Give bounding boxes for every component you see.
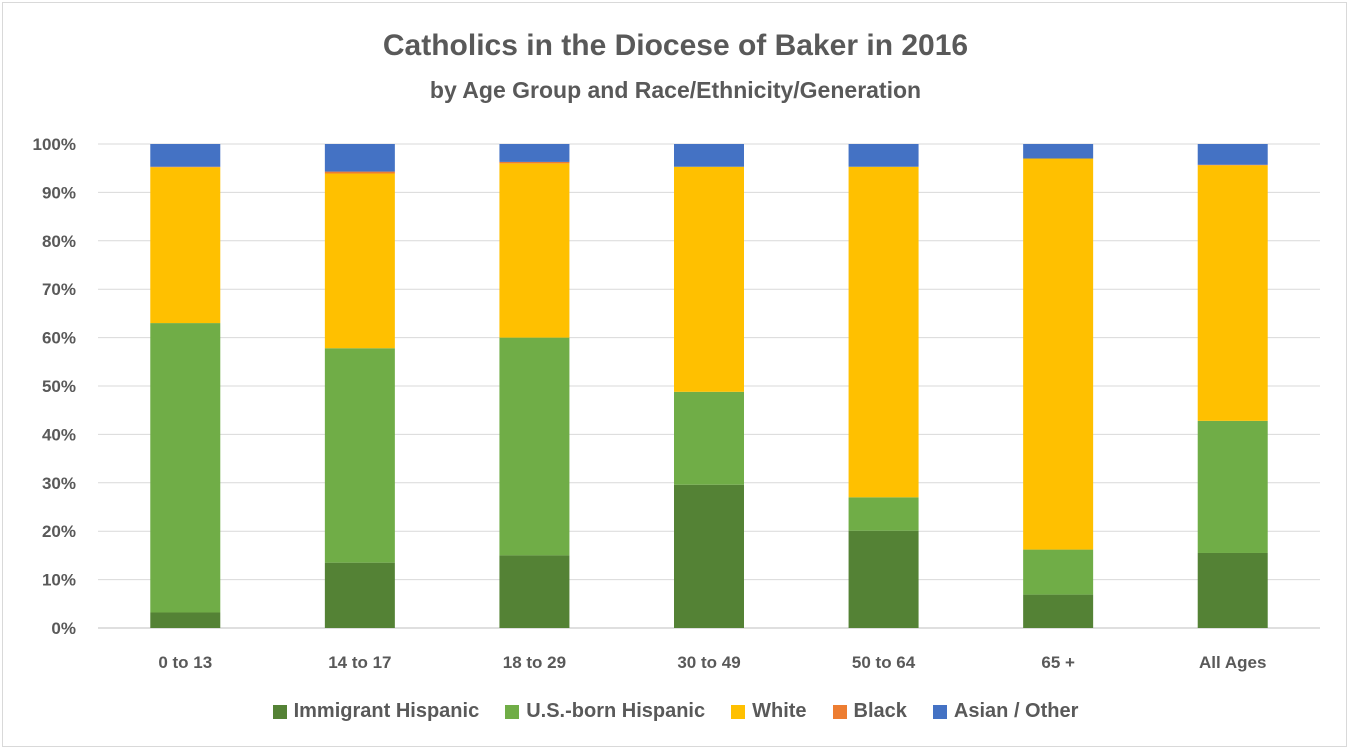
- bar-segment: [674, 144, 744, 167]
- legend-swatch: [731, 704, 746, 719]
- y-tick-label: 60%: [42, 329, 76, 348]
- bar-segment: [324, 173, 395, 349]
- legend-label: White: [752, 700, 807, 722]
- bar-segment: [848, 144, 919, 167]
- y-tick-label: 100%: [33, 135, 76, 154]
- y-tick-label: 30%: [42, 474, 76, 493]
- legend-item: Immigrant Hispanic: [272, 700, 480, 723]
- x-tick-label: All Ages: [1199, 653, 1266, 672]
- bar-segment: [1197, 420, 1268, 553]
- legend-item: U.S.-born Hispanic: [505, 700, 705, 723]
- bar-segment: [674, 391, 744, 485]
- legend-item: Asian / Other: [932, 700, 1079, 723]
- y-tick-label: 50%: [42, 377, 76, 396]
- bar-segment: [499, 144, 570, 162]
- legend-label: Black: [853, 700, 907, 722]
- y-tick-label: 20%: [42, 522, 76, 541]
- y-tick-label: 80%: [42, 232, 76, 251]
- y-tick-label: 0%: [51, 619, 76, 638]
- bar-segment: [848, 497, 919, 531]
- legend-label: U.S.-born Hispanic: [526, 700, 706, 722]
- legend-item: White: [731, 700, 807, 723]
- y-tick-label: 10%: [42, 571, 76, 590]
- bar-segment: [1197, 144, 1268, 165]
- y-tick-label: 90%: [42, 183, 76, 202]
- bar-segment: [1197, 552, 1268, 628]
- bar-segment: [150, 144, 221, 167]
- bar-segment: [1197, 165, 1268, 421]
- bar-segment: [1023, 144, 1094, 159]
- legend-swatch: [932, 704, 947, 719]
- bar-segment: [324, 144, 395, 172]
- x-tick-label: 30 to 49: [677, 653, 740, 672]
- chart-legend: Immigrant Hispanic U.S.-born Hispanic Whit…: [0, 700, 1351, 723]
- x-tick-label: 50 to 64: [852, 653, 916, 672]
- bar-segment: [674, 484, 744, 628]
- bar-segment: [1023, 594, 1094, 628]
- bar-segment: [499, 555, 570, 628]
- bar-segment: [499, 161, 570, 164]
- bar-segment: [499, 337, 570, 556]
- bar-segment: [324, 171, 395, 174]
- chart-subtitle: by Age Group and Race/Ethnicity/Generati…: [429, 77, 922, 103]
- bar-segment: [150, 612, 221, 628]
- bar-segment: [674, 166, 744, 392]
- y-tick-label: 40%: [42, 425, 76, 444]
- chart-title: Catholics in the Diocese of Baker in 201…: [382, 29, 969, 62]
- bar-segment: [848, 530, 919, 628]
- bar-segment: [150, 323, 221, 613]
- bar-segment: [150, 167, 221, 324]
- y-tick-label: 70%: [42, 280, 76, 299]
- bar-segment: [499, 163, 570, 338]
- x-tick-label: 65 +: [1041, 653, 1075, 672]
- bar-segment: [324, 348, 395, 563]
- legend-item: Black: [832, 700, 907, 723]
- legend-label: Asian / Other: [953, 700, 1079, 722]
- legend-swatch: [272, 704, 287, 719]
- x-tick-label: 18 to 29: [503, 653, 566, 672]
- x-tick-label: 14 to 17: [328, 653, 391, 672]
- bar-segment: [1023, 549, 1094, 595]
- legend-label: Immigrant Hispanic: [293, 700, 480, 722]
- legend-swatch: [505, 704, 520, 719]
- bar-segment: [848, 166, 919, 498]
- legend-swatch: [832, 704, 847, 719]
- bar-segment: [324, 562, 395, 628]
- x-tick-label: 0 to 13: [158, 653, 212, 672]
- bar-segment: [1023, 158, 1094, 550]
